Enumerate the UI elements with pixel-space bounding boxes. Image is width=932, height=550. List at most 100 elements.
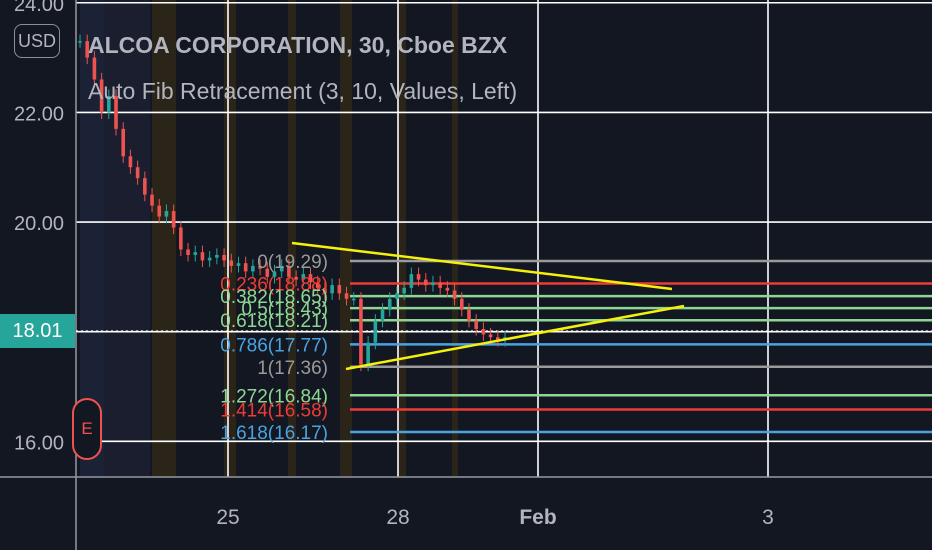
candle-body — [92, 57, 97, 80]
candle-body — [301, 274, 306, 280]
fib-label: 0(19.29) — [257, 252, 328, 273]
candle-body — [431, 282, 435, 286]
candle-body — [272, 271, 277, 277]
currency-unit[interactable]: USD — [14, 24, 60, 58]
candle-body — [423, 279, 428, 286]
session-band — [104, 0, 150, 477]
candle-body — [186, 249, 190, 255]
candle-body — [308, 274, 313, 283]
candle-body — [207, 257, 212, 261]
candle-body — [452, 290, 457, 299]
candle-body — [438, 282, 442, 288]
candle-body — [279, 265, 284, 272]
fib-label: 0.236(18.88) — [220, 274, 328, 295]
fib-label: 0.786(17.77) — [220, 335, 328, 356]
candle-body — [128, 156, 133, 168]
x-tick-label: 3 — [762, 506, 774, 529]
candle-body — [359, 298, 363, 365]
candle-body — [402, 287, 406, 294]
candle-body — [330, 285, 334, 294]
candle-body — [157, 205, 162, 217]
fib-level-labels: 0(19.29)0.236(18.88)0.382(18.65)0.5(18.4… — [220, 252, 328, 444]
candle-body — [265, 268, 270, 277]
indicator-legend[interactable]: Auto Fib Retracement (3, 10, Values, Lef… — [88, 78, 518, 104]
fib-label: 1.618(16.17) — [220, 423, 328, 444]
earnings-badge[interactable]: E — [72, 398, 102, 460]
x-axis: 25 28 Feb 3 — [216, 506, 774, 529]
x-tick-label: 28 — [386, 506, 409, 529]
candle-body — [215, 254, 219, 258]
session-band — [152, 0, 176, 477]
candle-body — [373, 320, 378, 343]
candle-body — [481, 328, 486, 335]
candle-body — [179, 227, 183, 250]
y-tick-label: 20.00 — [14, 213, 64, 235]
candle-body — [258, 265, 262, 269]
candle-body — [344, 293, 349, 299]
candle-body — [135, 167, 140, 179]
candle-body — [243, 263, 248, 272]
fib-label: 1(17.36) — [257, 358, 328, 379]
candle-body — [467, 309, 471, 321]
current-price-tag: 18.01 — [0, 314, 75, 348]
x-tick-label: Feb — [519, 506, 556, 529]
candle-body — [85, 41, 90, 58]
session-band — [452, 0, 458, 477]
candle-body — [121, 128, 126, 157]
candle-body — [193, 252, 198, 255]
candle-body — [171, 211, 176, 228]
y-tick-label: 16.00 — [14, 432, 64, 454]
candle-body — [229, 260, 234, 266]
candle-body — [143, 178, 147, 195]
triangle-trendlines — [291, 241, 685, 371]
candle-body — [164, 211, 169, 217]
y-tick-label: 22.00 — [14, 103, 64, 125]
session-bands — [80, 0, 458, 477]
candle-body — [416, 274, 421, 280]
candle-body — [387, 298, 392, 310]
candle-body — [395, 293, 399, 299]
candle-body — [200, 252, 205, 261]
candle-body — [99, 79, 104, 113]
candle-body — [150, 194, 154, 206]
candle-body — [294, 276, 298, 280]
candle-body — [251, 265, 255, 272]
candle-body — [78, 41, 82, 43]
fib-label: 0.618(18.21) — [220, 311, 328, 332]
candle-body — [315, 282, 320, 288]
y-axis: 24.00 22.00 20.00 16.00 — [14, 0, 64, 454]
fib-levels — [350, 259, 932, 434]
candle-body — [445, 287, 450, 291]
candle-body — [488, 334, 493, 338]
upper-trendline — [291, 241, 673, 291]
candle-body — [495, 337, 500, 340]
session-band — [340, 0, 352, 477]
candle-body — [409, 274, 414, 288]
x-tick-label: 25 — [216, 506, 239, 529]
session-band — [224, 0, 236, 477]
fib-label: 1.414(16.58) — [220, 401, 328, 422]
y-tick-label: 24.00 — [14, 0, 64, 16]
chart-title: ALCOA CORPORATION, 30, Cboe BZX — [88, 32, 508, 58]
session-band — [398, 0, 406, 477]
candle-body — [337, 285, 342, 294]
candle-body — [222, 254, 226, 261]
candle-body — [107, 95, 111, 113]
candle-body — [366, 342, 370, 365]
lower-trendline — [345, 304, 685, 371]
candle-body — [351, 298, 356, 301]
candle-body — [474, 320, 478, 329]
candle-body — [114, 95, 118, 129]
session-band — [288, 0, 296, 477]
candle-body — [459, 298, 464, 310]
candle-body — [323, 287, 327, 294]
candle-body — [380, 309, 385, 321]
candle-body — [287, 265, 291, 277]
fib-label: 1.272(16.84) — [220, 386, 328, 407]
candlesticks — [78, 34, 507, 372]
fib-label: 0.382(18.65) — [220, 287, 328, 308]
fib-label: 0.5(18.43) — [241, 299, 328, 320]
candle-body — [236, 263, 241, 266]
